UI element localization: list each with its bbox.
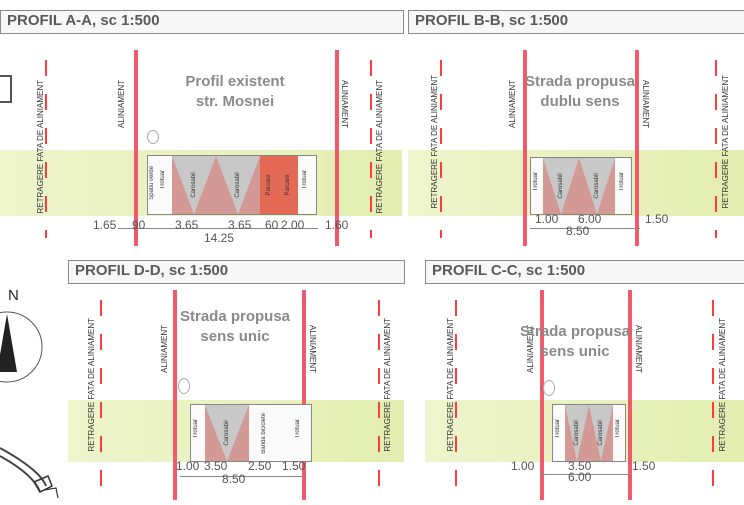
dim-a-1: 1.65 [93,218,117,232]
tree-a-left [147,130,159,144]
dim-a-total: 14.25 [204,231,235,245]
aliniament-line-b-right [635,50,639,246]
dim-a-2: 90 [132,218,146,232]
dimline-d [180,476,306,477]
aliniament-line-c-right [628,290,632,500]
dim-d-left: 1.00 [176,459,200,473]
header-profil-c: PROFIL C-C, sc 1:500 [425,260,744,284]
dim-d-lane: 3.50 [204,459,228,473]
dim-c-right: 1.50 [632,459,656,473]
street-profile-d: Trotuar Carosabil Banda biciclete Trotua… [190,404,312,462]
title-profil-d: Strada propusa sens unic [179,308,291,345]
dim-c-total: 6.00 [568,470,592,484]
dim-a-6: 2.00 [281,218,305,232]
retragere-label-d-left: RETRAGERE FATA DE ALINIAMENT [87,318,96,452]
aliniament-line-d-left [173,290,177,500]
street-profile-a: Spatiu verde Trotuar Carosabil Carosabil… [147,155,317,215]
street-profile-c: Trotuar Carosabil Carosabil Trotuar [552,404,626,462]
aliniament-label-c-right: ALINIAMENT [634,325,643,374]
sidewalk-b-left: Trotuar [533,172,539,192]
retragere-label-b-left: RETRAGERE FATA DE ALINIAMENT [430,75,439,209]
retragere-line-d-left [100,300,102,490]
bike-lane-d: Banda biciclete [261,413,267,454]
aliniament-line-a-left [134,50,138,246]
retragere-line-c-left [455,300,457,490]
green-strip-a: Spatiu verde [149,166,155,200]
header-profil-d: PROFIL D-D, sc 1:500 [68,260,405,284]
dim-d-right: 1.50 [282,459,306,473]
retragere-line-c-right [712,300,714,490]
parking-a-2: Parcare [278,156,298,214]
sidewalk-b-right: Trotuar [619,172,625,192]
retragere-line-b-right [715,60,717,238]
dim-a-4: 3.65 [228,218,252,232]
dim-b-mid: 6.00 [578,212,602,226]
north-arrow-icon [0,310,44,384]
sidewalk-d-right: Trotuar [295,419,301,439]
dim-b-total: 8.50 [566,224,590,238]
site-map-fragment-bottom [0,420,70,500]
aliniament-line-b-left [523,50,527,246]
lane-a-1: Carosabil [172,156,216,214]
aliniament-line-d-right [302,290,306,500]
header-profil-c-text: PROFIL C-C, sc 1:500 [432,262,586,279]
dim-c-left: 1.00 [511,459,535,473]
lane-b-2: Carosabil [579,158,615,214]
sidewalk-d-left: Trotuar [193,419,199,439]
aliniament-label-d-right: ALINIAMENT [308,325,317,374]
dim-b-right: 1.50 [645,212,669,226]
retragere-label-c-left: RETRAGERE FATA DE ALINIAMENT [446,318,455,452]
retragere-label-b-right: RETRAGERE FATA DE ALINIAMENT [721,75,730,209]
dimline-b [530,228,640,229]
dim-d-total: 8.50 [222,472,246,486]
aliniament-label-b-right: ALINIAMENT [641,80,650,129]
header-profil-a-text: PROFIL A-A, sc 1:500 [7,12,160,29]
retragere-line-a-right [370,60,372,238]
header-profil-a: PROFIL A-A, sc 1:500 [0,10,404,34]
dim-a-3: 3.65 [175,218,199,232]
north-label: N [8,287,19,304]
lane-d-1: Carosabil [205,405,249,461]
retragere-line-a-left [45,60,47,238]
retragere-label-c-right: RETRAGERE FATA DE ALINIAMENT [718,318,727,452]
title-profil-c: Strada propusa sens unic [519,323,631,360]
site-map-fragment-top [0,75,12,103]
tree-c [543,380,555,396]
header-profil-d-text: PROFIL D-D, sc 1:500 [75,262,229,279]
aliniament-line-c-left [540,290,544,500]
retragere-label-a-right: RETRAGERE FATA DE ALINIAMENT [375,80,384,214]
retragere-line-b-left [440,60,442,238]
dimline-a [118,228,318,229]
title-profil-b: Strada propusa dublu sens [524,73,636,110]
lane-c-2: Carosabil [589,405,613,461]
dim-a-5: 60 [265,218,279,232]
sidewalk-a-left: Trotuar [160,170,166,190]
dim-d-bike: 2.50 [248,459,272,473]
retragere-label-a-left: RETRAGERE FATA DE ALINIAMENT [36,80,45,214]
tree-d [178,378,190,394]
sidewalk-c-right: Trotuar [615,419,621,439]
dim-c-lane: 3.50 [568,459,592,473]
header-profil-b: PROFIL B-B, sc 1:500 [408,10,744,34]
dim-a-7: 1.60 [325,218,349,232]
lane-b-1: Carosabil [543,158,579,214]
dim-b-left: 1.00 [535,212,559,226]
parking-a-1: Parcare [260,156,278,214]
street-profile-b: Trotuar Carosabil Carosabil Trotuar [530,157,632,215]
lane-c-1: Carosabil [565,405,589,461]
retragere-line-d-right [378,300,380,490]
dimline-c [540,474,632,475]
retragere-label-d-right: RETRAGERE FATA DE ALINIAMENT [383,318,392,452]
lane-a-2: Carosabil [216,156,260,214]
aliniament-label-a-right: ALINIAMENT [340,80,349,129]
aliniament-line-a-right [335,50,339,246]
title-profil-a: Profil existent str. Mosnei [185,73,285,110]
sidewalk-a-right: Trotuar [302,170,308,190]
header-profil-b-text: PROFIL B-B, sc 1:500 [415,12,569,29]
aliniament-label-a-left: ALINIAMENT [117,80,126,129]
sidewalk-c-left: Trotuar [555,419,561,439]
